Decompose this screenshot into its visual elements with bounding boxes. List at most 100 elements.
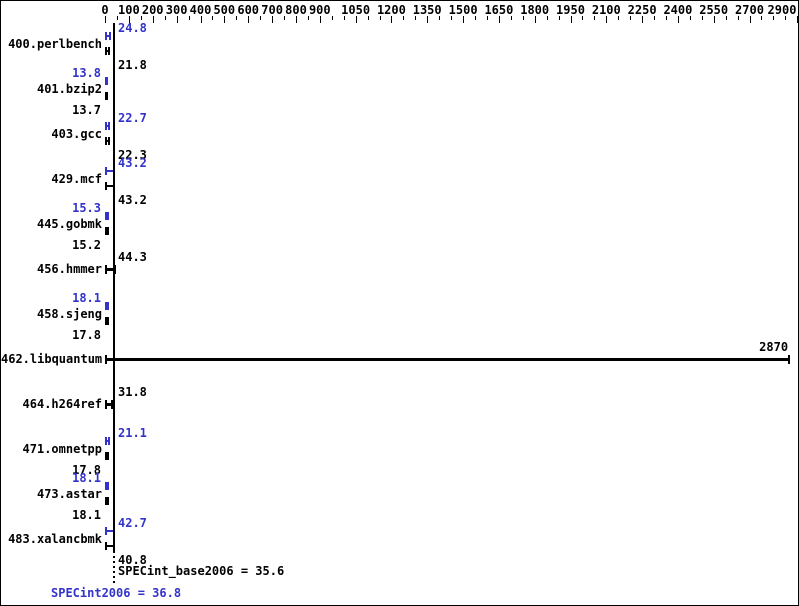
axis-minor-tick [486, 16, 488, 20]
axis-minor-tick [785, 16, 787, 20]
axis-minor-tick [701, 16, 703, 20]
axis-minor-tick [773, 16, 775, 20]
bar-line [105, 357, 791, 361]
benchmark-label: 471.omnetpp [22, 442, 102, 456]
base-bar [105, 317, 110, 325]
benchmark-label: 403.gcc [51, 127, 102, 141]
axis-major-tick [749, 16, 751, 23]
base-bar [105, 92, 109, 100]
axis-minor-tick [212, 16, 214, 20]
peak-bar [105, 437, 110, 445]
axis-minor-tick [164, 16, 166, 20]
axis-minor-tick [558, 16, 560, 20]
axis-tick-label: 1350 [412, 3, 442, 17]
axis-minor-tick [188, 16, 190, 20]
axis-minor-tick [260, 16, 262, 20]
base-bar [105, 227, 109, 235]
axis-tick-label: 1200 [376, 3, 406, 17]
axis-minor-tick [510, 16, 512, 20]
peak-bar [105, 302, 110, 310]
axis-tick-label: 2550 [699, 3, 729, 17]
base-bar [105, 452, 110, 460]
axis-tick-label: 600 [237, 3, 260, 17]
axis-major-tick [642, 16, 644, 23]
peak-bar [105, 32, 111, 40]
base-value: 13.7 [72, 103, 101, 117]
peak-bar [105, 77, 109, 85]
benchmark-label: 401.bzip2 [36, 82, 102, 96]
peak-bar [105, 482, 110, 490]
bar-line [105, 320, 110, 322]
axis-major-tick [105, 16, 106, 23]
bar-line [105, 402, 113, 406]
axis-minor-tick [331, 16, 333, 20]
benchmark-label: 400.perlbench [8, 37, 102, 51]
bar-line [105, 140, 111, 142]
benchmark-label: 462.libquantum [1, 352, 103, 366]
bar-line [105, 500, 110, 502]
bar-line [105, 530, 116, 532]
axis-tick-label: 2700 [735, 3, 764, 17]
base-value: 2870 [759, 340, 789, 354]
axis-minor-tick [284, 16, 285, 20]
benchmark-label: 464.h264ref [22, 397, 102, 411]
specint-base2006-summary: SPECint_base2006 = 35.6 [118, 564, 285, 578]
axis-minor-tick [367, 16, 369, 20]
base-bar [105, 354, 791, 364]
base-value: 40.8 [118, 553, 147, 567]
axis-tick-label: 900 [308, 3, 331, 17]
base-value: 15.2 [72, 238, 101, 252]
axis-minor-tick [654, 16, 655, 20]
axis-tick-label: 1500 [448, 3, 478, 17]
axis-major-tick [272, 16, 274, 23]
axis-tick-label: 1950 [556, 3, 585, 17]
bar-line [105, 215, 109, 217]
axis-tick-label: 1050 [341, 3, 371, 17]
axis-tick-label: 400 [189, 3, 212, 17]
axis-minor-tick [343, 16, 345, 20]
axis-tick-label: 300 [165, 3, 188, 17]
axis-major-tick [200, 16, 202, 23]
peak-value: 43.2 [118, 156, 147, 170]
bar-line [105, 35, 111, 37]
axis-minor-tick [582, 16, 584, 20]
axis-major-tick [391, 16, 393, 23]
axis-major-tick [224, 16, 226, 23]
mean-reference-line-dotted [113, 551, 115, 585]
axis-minor-tick [415, 16, 417, 20]
axis-tick-label: 800 [285, 3, 307, 17]
axis-major-tick [570, 16, 572, 23]
base-value: 44.3 [118, 250, 147, 264]
axis-minor-tick [594, 16, 596, 20]
base-bar [105, 47, 111, 55]
axis-tick-label: 100 [118, 3, 140, 17]
axis-tick-label: 200 [141, 3, 164, 17]
axis-tick-label: 2400 [663, 3, 693, 17]
peak-value: 42.7 [118, 516, 147, 530]
axis-minor-tick [116, 16, 118, 20]
peak-value: 18.1 [72, 291, 101, 305]
axis-minor-tick [725, 16, 727, 20]
axis-major-tick [355, 16, 357, 23]
base-value: 31.8 [118, 385, 147, 399]
bar-line [105, 95, 109, 97]
base-value: 22.3 [118, 148, 147, 162]
axis-minor-tick [475, 16, 476, 20]
axis-minor-tick [403, 16, 405, 20]
base-bar [105, 137, 111, 145]
bar-line [105, 267, 116, 271]
benchmark-label: 445.gobmk [36, 217, 102, 231]
bar-line [105, 455, 110, 457]
specint2006-summary: SPECint2006 = 36.8 [51, 586, 182, 600]
axis-minor-tick [140, 16, 142, 20]
axis-major-tick [677, 16, 679, 23]
bar-line [105, 440, 110, 442]
benchmark-label: 458.sjeng [36, 307, 102, 321]
axis-major-tick [248, 16, 250, 23]
base-bar [105, 399, 113, 409]
axis-major-tick [713, 16, 715, 23]
bar-line [105, 125, 111, 127]
axis-tick-label: 2250 [627, 3, 657, 17]
axis-minor-tick [451, 16, 453, 20]
bar-line [105, 80, 109, 82]
